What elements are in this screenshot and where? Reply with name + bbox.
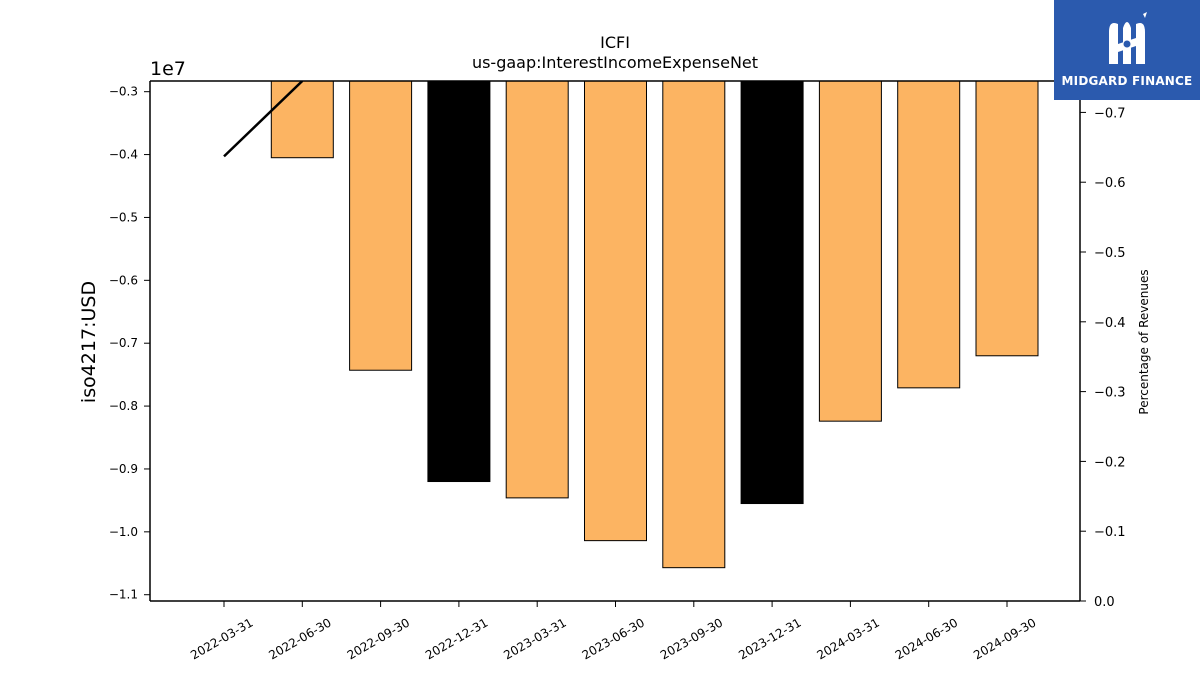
bar-2023-12-31 (740, 80, 804, 505)
x-tick-label: 2022-12-31 (423, 615, 490, 662)
y2-tick-label: −0.1 (1094, 525, 1126, 540)
y2-axis-label: Percentage of Revenues (1137, 269, 1151, 414)
y2-tick-label: −0.5 (1094, 246, 1126, 261)
y2-tick-label: 0.0 (1094, 595, 1115, 610)
x-tick-label: 2023-06-30 (580, 615, 647, 662)
y2-tick-label: −0.4 (1094, 316, 1126, 331)
chart-title: ICFI (600, 33, 630, 52)
y2-tick-label: −0.7 (1094, 106, 1126, 121)
y2-tick-label: −0.3 (1094, 386, 1126, 401)
bar-2024-06-30 (897, 80, 961, 389)
bar-2023-03-31 (505, 80, 569, 499)
y-tick-label: −0.3 (109, 85, 138, 99)
x-tick-label: 2024-09-30 (971, 615, 1038, 662)
x-tick-label: 2023-09-30 (658, 615, 725, 662)
y-offset-label: 1e7 (150, 58, 186, 80)
chart-subtitle: us-gaap:InterestIncomeExpenseNet (472, 53, 758, 72)
midgard-finance-logo: MIDGARD FINANCE (1054, 0, 1200, 100)
y-axis-label: iso4217:USD (78, 281, 100, 403)
bar-2022-09-30 (349, 80, 413, 371)
midgard-logo-icon (1109, 12, 1147, 64)
y-tick-label: −0.6 (109, 273, 138, 287)
x-tick-label: 2022-06-30 (266, 615, 333, 662)
y-tick-label: −0.8 (109, 399, 138, 413)
y-tick-label: −0.9 (109, 462, 138, 476)
bar-2024-03-31 (818, 80, 882, 422)
bar-2023-06-30 (584, 80, 647, 542)
y-tick-label: −1.0 (109, 525, 138, 539)
logo-text: MIDGARD FINANCE (1061, 74, 1193, 88)
bar-2022-12-31 (427, 80, 491, 483)
y2-tick-label: −0.6 (1094, 176, 1126, 191)
y-tick-label: −0.4 (109, 148, 138, 162)
x-tick-label: 2022-03-31 (188, 615, 255, 662)
x-tick-label: 2023-03-31 (501, 615, 568, 662)
x-tick-label: 2023-12-31 (736, 615, 803, 662)
bar-2024-09-30 (975, 80, 1039, 357)
x-tick-label: 2024-06-30 (893, 615, 960, 662)
bar-2023-09-30 (662, 80, 726, 569)
bar-2022-06-30 (270, 80, 334, 159)
y-tick-label: −0.7 (109, 336, 138, 350)
y-tick-label: −1.1 (109, 588, 138, 602)
y2-tick-label: −0.2 (1094, 455, 1126, 470)
line-series (223, 81, 304, 158)
x-tick-label: 2022-09-30 (345, 615, 412, 662)
x-tick-label: 2024-03-31 (814, 615, 881, 662)
y-tick-label: −0.5 (109, 210, 138, 224)
